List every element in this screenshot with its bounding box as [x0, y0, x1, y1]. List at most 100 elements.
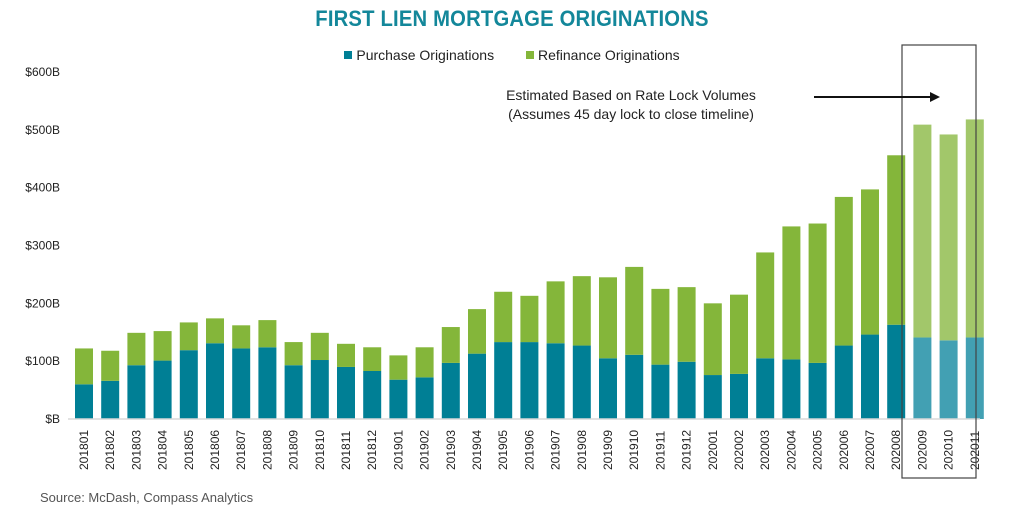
bar-purchase-201909 [599, 358, 617, 419]
bar-refinance-202006 [834, 196, 853, 346]
legend-item-refinance: Refinance Originations [526, 47, 680, 63]
bar-refinance-201910 [625, 266, 644, 355]
estimate-highlight-box [901, 44, 977, 479]
legend-swatch-refinance [526, 51, 534, 59]
bar-purchase-202004 [782, 359, 801, 419]
bar-refinance-201904 [468, 309, 486, 354]
annotation-line-2: (Assumes 45 day lock to close timeline) [508, 106, 754, 122]
bar-refinance-201903 [441, 327, 460, 363]
x-tick-label: 202002 [732, 430, 746, 470]
x-tick-label: 201807 [234, 430, 248, 470]
bar-purchase-202001 [703, 375, 722, 419]
bar-refinance-201908 [572, 276, 591, 346]
bar-refinance-201803 [127, 332, 146, 366]
x-tick-label: 202011 [968, 431, 982, 470]
x-tick-label: 201904 [470, 430, 484, 470]
bar-purchase-201907 [546, 343, 565, 419]
annotation-line-1: Estimated Based on Rate Lock Volumes [506, 87, 756, 103]
bar-purchase-202005 [808, 362, 827, 419]
bar-refinance-201911 [651, 288, 670, 365]
bars [75, 119, 984, 419]
bar-refinance-202011 [965, 119, 984, 338]
bar-purchase-201902 [415, 377, 434, 419]
x-tick-label: 201903 [444, 430, 458, 470]
bar-purchase-201905 [494, 342, 513, 419]
bar-purchase-202008 [887, 324, 906, 419]
bar-refinance-201808 [258, 320, 277, 348]
bar-refinance-202010 [939, 134, 958, 341]
x-tick-label: 201805 [182, 430, 196, 470]
x-tick-label: 201901 [391, 430, 405, 470]
bar-purchase-201808 [258, 347, 277, 419]
bar-refinance-201810 [310, 332, 329, 361]
bar-refinance-202003 [756, 252, 775, 359]
bar-purchase-201904 [468, 353, 486, 419]
bar-purchase-201806 [206, 343, 224, 419]
bar-purchase-201911 [651, 364, 670, 419]
bar-refinance-202008 [887, 155, 906, 325]
y-tick-label: $400B [25, 181, 60, 195]
bar-refinance-201805 [179, 322, 198, 351]
legend-swatch-purchase [344, 51, 353, 59]
x-tick-label: 202009 [915, 430, 929, 470]
bar-purchase-201901 [389, 379, 408, 419]
x-tick-label: 202010 [942, 430, 956, 470]
bar-purchase-201903 [441, 362, 460, 419]
x-tick-label: 201803 [129, 430, 143, 470]
bar-purchase-201805 [179, 350, 198, 419]
x-tick-label: 201909 [601, 430, 615, 470]
bar-purchase-202007 [861, 334, 879, 419]
bar-refinance-201905 [494, 291, 513, 343]
bar-refinance-201806 [206, 318, 224, 344]
x-tick-label: 202004 [784, 430, 798, 470]
bar-refinance-202002 [730, 294, 748, 374]
bar-purchase-202010 [939, 340, 958, 419]
bar-purchase-202003 [756, 358, 775, 419]
bar-purchase-202011 [965, 337, 984, 419]
y-tick-label: $B [45, 412, 60, 426]
bar-purchase-201803 [127, 365, 146, 419]
bar-refinance-202007 [861, 189, 879, 335]
bar-purchase-201811 [337, 366, 355, 419]
bar-refinance-202009 [913, 124, 932, 338]
bar-purchase-201910 [625, 354, 644, 419]
x-tick-label: 202001 [706, 430, 720, 470]
legend-item-purchase: Purchase Originations [344, 47, 494, 63]
arrow-head-icon [930, 92, 940, 102]
source-note: Source: McDash, Compass Analytics [40, 490, 254, 505]
bar-refinance-201912 [677, 287, 696, 362]
y-axis: $B $100B $200B $300B $400B $500B $600B [25, 65, 60, 426]
bar-purchase-201912 [677, 361, 696, 419]
bar-purchase-201807 [232, 348, 251, 419]
bar-refinance-202005 [808, 223, 827, 363]
bar-refinance-201802 [101, 350, 120, 381]
bar-refinance-201902 [415, 347, 434, 378]
bar-purchase-201812 [363, 370, 382, 419]
y-tick-label: $300B [25, 239, 60, 253]
bar-refinance-201907 [546, 281, 565, 344]
bar-refinance-201901 [389, 355, 408, 380]
bar-purchase-201809 [284, 365, 303, 419]
bar-purchase-202006 [834, 345, 853, 419]
x-tick-label: 201907 [549, 430, 563, 470]
y-tick-label: $500B [25, 123, 60, 137]
x-tick-label: 201808 [260, 430, 274, 470]
bar-refinance-201809 [284, 342, 303, 366]
bar-refinance-201909 [599, 277, 617, 359]
bar-purchase-201906 [520, 342, 539, 419]
legend: Purchase Originations Refinance Originat… [0, 46, 1024, 63]
bar-refinance-201811 [337, 343, 355, 367]
x-tick-label: 201906 [522, 430, 536, 470]
bar-purchase-201804 [153, 360, 172, 419]
x-tick-label: 201812 [365, 430, 379, 470]
y-tick-label: $100B [25, 354, 60, 368]
x-tick-label: 202003 [758, 430, 772, 470]
x-tick-label: 201811 [339, 431, 353, 470]
chart-title: FIRST LIEN MORTGAGE ORIGINATIONS [315, 6, 709, 31]
x-tick-label: 202007 [863, 430, 877, 470]
x-tick-label: 201908 [575, 430, 589, 470]
bar-refinance-201801 [75, 348, 93, 385]
x-tick-label: 201911 [653, 431, 667, 470]
bar-refinance-201804 [153, 331, 172, 361]
bar-purchase-201801 [75, 384, 93, 419]
